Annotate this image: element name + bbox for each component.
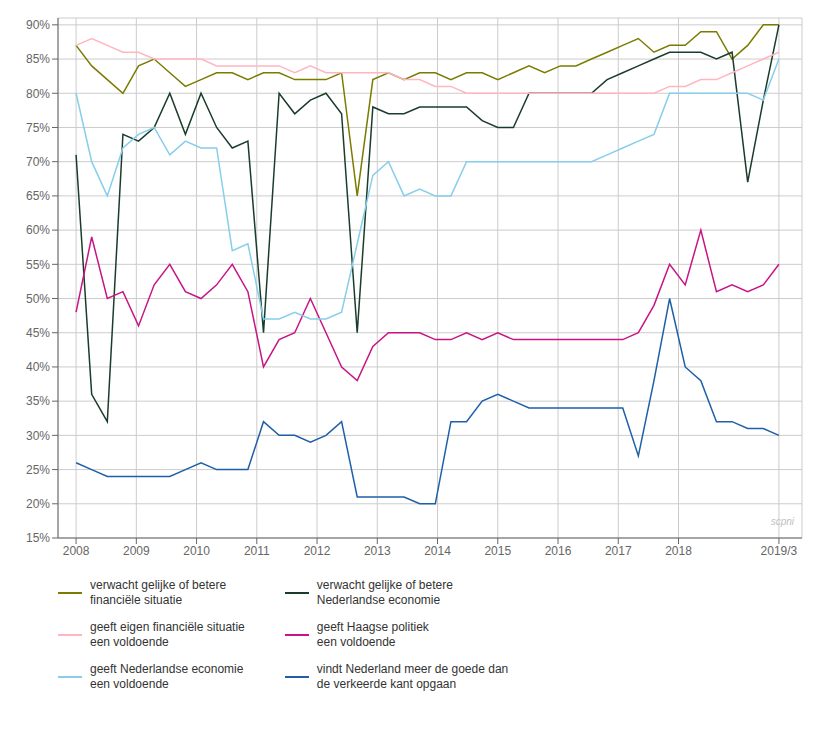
- html-text:geeft Haagse politiek een vold: geeft Haagse politiek een voldoende: [316, 620, 429, 649]
- svg-text:65%: 65%: [26, 189, 50, 203]
- svg-text:80%: 80%: [26, 87, 50, 101]
- svg-text:30%: 30%: [26, 429, 50, 443]
- svg-text:85%: 85%: [26, 52, 50, 66]
- svg-text:2011: 2011: [244, 544, 270, 558]
- svg-text:2018: 2018: [665, 544, 692, 558]
- svg-text:40%: 40%: [26, 360, 50, 374]
- svg-text:75%: 75%: [26, 121, 50, 135]
- html-text:geeft Nederlandse economie een: geeft Nederlandse economie een voldoende: [90, 662, 244, 691]
- svg-text:60%: 60%: [26, 223, 50, 237]
- svg-text:2014: 2014: [424, 544, 451, 558]
- svg-text:2016: 2016: [545, 544, 572, 558]
- svg-text:2017: 2017: [605, 544, 632, 558]
- svg-text:20%: 20%: [26, 497, 50, 511]
- svg-text:90%: 90%: [26, 18, 50, 32]
- svg-text:50%: 50%: [26, 292, 50, 306]
- svg-text:15%: 15%: [26, 531, 50, 545]
- svg-text:45%: 45%: [26, 326, 50, 340]
- html-text:vindt Nederland meer de goede: vindt Nederland meer de goede dan de ver…: [316, 662, 509, 691]
- svg-text:2009: 2009: [123, 544, 150, 558]
- html-text:scpni: scpni: [770, 516, 794, 527]
- svg-text:25%: 25%: [26, 463, 50, 477]
- svg-text:2008: 2008: [63, 544, 90, 558]
- html-text:geeft eigen financiële situati: geeft eigen financiële situatie een vold…: [90, 620, 245, 649]
- svg-text:2015: 2015: [484, 544, 511, 558]
- svg-text:55%: 55%: [26, 258, 50, 272]
- svg-text:2012: 2012: [304, 544, 331, 558]
- svg-text:2019/3: 2019/3: [761, 544, 798, 558]
- svg-text:35%: 35%: [26, 394, 50, 408]
- html-text:verwacht gelijke of betere Ned: verwacht gelijke of betere Nederlandse e…: [316, 578, 453, 607]
- svg-text:2010: 2010: [183, 544, 210, 558]
- svg-text:70%: 70%: [26, 155, 50, 169]
- html-text:verwacht gelijke of betere fin: verwacht gelijke of betere financiële si…: [90, 578, 227, 607]
- svg-text:2013: 2013: [364, 544, 391, 558]
